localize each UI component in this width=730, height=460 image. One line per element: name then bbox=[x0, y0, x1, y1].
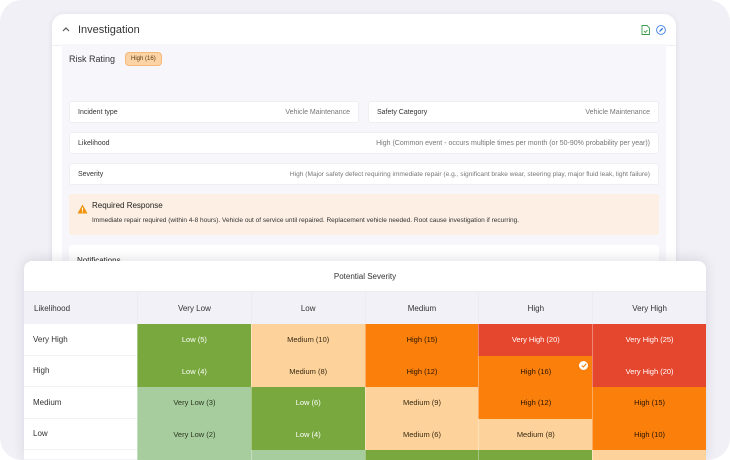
matrix-cell-label: Medium (8) bbox=[516, 429, 555, 439]
matrix-cell[interactable]: Low (6) bbox=[250, 387, 365, 419]
matrix-cell-label: Very Low (3) bbox=[173, 398, 216, 408]
matrix-cell-label: Very High (25) bbox=[625, 335, 674, 345]
matrix-row: High Low (4) Medium (8) High (12) High (16) V… bbox=[24, 355, 706, 387]
warning-triangle-icon bbox=[77, 201, 88, 219]
matrix-cell-label: High (10) bbox=[634, 429, 666, 439]
matrix-cell-label: High (12) bbox=[406, 366, 438, 376]
likelihood-row-label bbox=[24, 450, 137, 460]
matrix-rows: Very High Low (5) Medium (10) High (15) Very… bbox=[24, 324, 706, 460]
matrix-cell-label: Medium (9) bbox=[403, 398, 441, 408]
safety-category-value: Vehicle Maintenance bbox=[585, 108, 650, 116]
file-export-icon[interactable] bbox=[640, 24, 650, 35]
matrix-cell[interactable] bbox=[364, 450, 479, 460]
incident-type-field: Incident type Vehicle Maintenance bbox=[69, 101, 359, 123]
matrix-header-row: Likelihood Very Low Low Medium High Very… bbox=[24, 292, 706, 324]
matrix-cell-label: Low (4) bbox=[181, 366, 207, 376]
matrix-cell[interactable]: Very High (25) bbox=[592, 324, 706, 356]
matrix-cell[interactable] bbox=[478, 450, 593, 460]
likelihood-value: High (Common event - occurs multiple tim… bbox=[376, 139, 650, 147]
matrix-cell-label: Medium (10) bbox=[287, 335, 330, 345]
risk-rating-badge: High (16) bbox=[125, 52, 162, 66]
likelihood-label: Likelihood bbox=[78, 139, 110, 147]
severity-field: Severity High (Major safety defect requi… bbox=[69, 163, 659, 185]
required-response-title: Required Response bbox=[92, 201, 163, 210]
severity-header-high: High bbox=[478, 292, 592, 324]
safety-category-label: Safety Category bbox=[377, 108, 428, 116]
severity-header-medium: Medium bbox=[364, 292, 479, 324]
severity-header-low: Low bbox=[250, 292, 365, 324]
matrix-cell[interactable]: Low (4) bbox=[137, 355, 251, 387]
matrix-cell[interactable]: High (15) bbox=[592, 387, 706, 419]
matrix-cell-label: High (12) bbox=[520, 398, 552, 408]
matrix-title: Potential Severity bbox=[24, 261, 706, 292]
risk-rating-row: Risk Rating High (16) bbox=[62, 44, 666, 74]
matrix-cell[interactable]: Low (5) bbox=[137, 324, 251, 356]
matrix-cell[interactable]: High (15) bbox=[364, 324, 479, 356]
matrix-cell[interactable]: Very Low (3) bbox=[137, 387, 251, 419]
matrix-row: Low Very Low (2) Low (4) Medium (6) Medium (… bbox=[24, 418, 706, 450]
investigation-header[interactable]: Investigation bbox=[52, 14, 676, 46]
required-response-text: Immediate repair required (within 4-8 ho… bbox=[92, 217, 520, 224]
risk-rating-label: Risk Rating bbox=[69, 54, 116, 64]
chevron-up-icon[interactable] bbox=[62, 23, 70, 35]
matrix-cell-label: High (15) bbox=[406, 335, 438, 345]
notifications-title: Notifications bbox=[77, 256, 121, 265]
matrix-cell[interactable]: Low (4) bbox=[250, 418, 365, 450]
matrix-cell[interactable]: Medium (9) bbox=[364, 387, 479, 419]
matrix-cell[interactable]: Very High (20) bbox=[478, 324, 593, 356]
required-response-box: Required Response Immediate repair requi… bbox=[69, 194, 659, 235]
likelihood-field: Likelihood High (Common event - occurs m… bbox=[69, 132, 659, 154]
matrix-cell-label: Low (4) bbox=[295, 429, 321, 439]
severity-header-very-low: Very Low bbox=[137, 292, 251, 324]
matrix-cell[interactable]: Very Low (2) bbox=[137, 418, 251, 450]
matrix-cell-label: Medium (6) bbox=[403, 429, 441, 439]
likelihood-row-label: Low bbox=[24, 418, 137, 450]
matrix-cell-selected[interactable]: High (16) bbox=[478, 355, 593, 387]
matrix-cell[interactable]: High (12) bbox=[364, 355, 479, 387]
incident-type-label: Incident type bbox=[78, 108, 118, 116]
matrix-row-partial bbox=[24, 450, 706, 460]
matrix-cell[interactable] bbox=[137, 450, 251, 460]
edit-icon[interactable] bbox=[656, 24, 666, 35]
matrix-cell-label: Very High (20) bbox=[625, 366, 674, 376]
matrix-row: Medium Very Low (3) Low (6) Medium (9) High … bbox=[24, 387, 706, 419]
matrix-row: Very High Low (5) Medium (10) High (15) Very… bbox=[24, 324, 706, 356]
likelihood-column-header: Likelihood bbox=[34, 303, 71, 313]
investigation-title: Investigation bbox=[78, 23, 140, 36]
matrix-cell[interactable]: Medium (10) bbox=[250, 324, 365, 356]
matrix-cell-label: High (16) bbox=[520, 366, 552, 376]
matrix-cell[interactable]: Medium (8) bbox=[478, 418, 593, 450]
matrix-cell-label: Medium (8) bbox=[289, 366, 328, 376]
matrix-cell[interactable]: Medium (8) bbox=[250, 355, 365, 387]
matrix-cell-label: Low (5) bbox=[181, 335, 207, 345]
risk-matrix: Potential Severity Likelihood Very Low L… bbox=[24, 261, 706, 460]
likelihood-row-label: Medium bbox=[24, 387, 137, 419]
severity-value: High (Major safety defect requiring imme… bbox=[289, 170, 650, 178]
incident-type-value: Vehicle Maintenance bbox=[285, 108, 350, 116]
matrix-cell[interactable]: High (12) bbox=[478, 387, 593, 419]
matrix-cell[interactable]: High (10) bbox=[592, 418, 706, 450]
matrix-cell[interactable] bbox=[250, 450, 365, 460]
check-circle-icon bbox=[579, 360, 589, 370]
matrix-cell-label: Low (6) bbox=[295, 398, 321, 408]
matrix-cell-label: Very High (20) bbox=[511, 335, 560, 345]
matrix-cell[interactable]: Very High (20) bbox=[592, 355, 706, 387]
severity-header-very-high: Very High bbox=[592, 292, 706, 324]
matrix-cell[interactable]: Medium (6) bbox=[364, 418, 479, 450]
safety-category-field: Safety Category Vehicle Maintenance bbox=[368, 101, 659, 123]
matrix-cell-label: Very Low (2) bbox=[173, 429, 216, 439]
matrix-cell[interactable] bbox=[592, 450, 706, 460]
severity-label: Severity bbox=[78, 170, 104, 178]
likelihood-row-label: High bbox=[24, 355, 137, 387]
matrix-cell-label: High (15) bbox=[634, 398, 666, 408]
likelihood-row-label: Very High bbox=[24, 324, 137, 356]
